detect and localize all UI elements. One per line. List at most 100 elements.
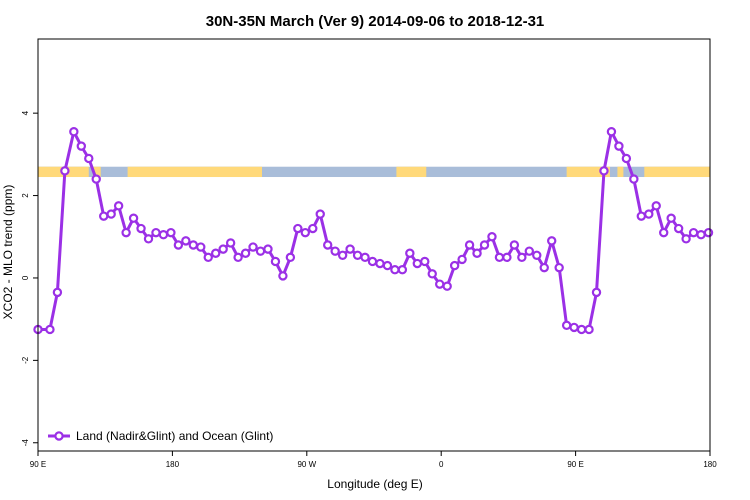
ocean-band	[38, 166, 710, 178]
data-point	[502, 252, 512, 263]
data-point	[569, 322, 579, 333]
data-point	[375, 258, 385, 269]
data-point	[703, 227, 714, 238]
x-tick-label: 90 E	[567, 460, 583, 469]
data-point	[576, 324, 587, 335]
x-axis-label: Longitude (deg E)	[327, 477, 422, 491]
data-point	[285, 252, 296, 263]
x-tick-label: 90 E	[30, 460, 46, 469]
data-point	[464, 240, 475, 250]
data-point	[614, 141, 624, 151]
plot-frame	[37, 38, 711, 452]
data-point	[233, 252, 243, 263]
data-point	[158, 229, 169, 240]
data-point	[60, 166, 70, 176]
data-point	[255, 246, 266, 256]
data-point	[666, 213, 676, 223]
series-layer	[33, 126, 714, 335]
data-point	[52, 287, 63, 298]
data-point	[211, 248, 221, 258]
y-tick-label: 0	[21, 275, 30, 280]
data-point	[420, 256, 430, 267]
data-point	[561, 320, 572, 331]
data-point	[524, 246, 535, 256]
legend-label: Land (Nadir&Glint) and Ocean (Glint)	[76, 429, 273, 443]
data-point	[517, 252, 527, 263]
data-point	[315, 209, 325, 219]
data-point	[405, 248, 415, 258]
data-point	[532, 250, 542, 260]
data-point	[494, 252, 505, 263]
data-point	[225, 238, 236, 248]
land-segment	[566, 166, 610, 178]
data-point	[128, 213, 139, 223]
data-point	[397, 265, 408, 275]
data-point	[539, 262, 549, 273]
data-point	[591, 287, 602, 298]
land-segment	[127, 166, 262, 178]
data-point	[442, 281, 452, 291]
x-tick-label: 90 W	[297, 460, 316, 469]
data-point	[76, 141, 87, 151]
data-point	[181, 236, 191, 246]
land-ocean-band	[38, 166, 710, 178]
data-point	[636, 211, 647, 221]
data-point	[248, 242, 258, 252]
data-point	[300, 227, 311, 238]
data-point	[688, 227, 699, 238]
data-point	[203, 252, 213, 263]
data-point	[479, 240, 490, 250]
data-point	[644, 209, 654, 219]
y-tick-label: -2	[21, 356, 30, 364]
data-point	[360, 252, 370, 263]
legend-marker	[54, 431, 64, 441]
data-point	[121, 227, 131, 238]
x-tick-label: 180	[166, 460, 180, 469]
land-segment	[644, 166, 710, 178]
data-point	[196, 242, 206, 252]
data-point	[659, 227, 669, 238]
data-point	[427, 269, 437, 279]
data-point	[352, 250, 363, 260]
data-point	[472, 248, 482, 258]
chart-title: 30N-35N March (Ver 9) 2014-09-06 to 2018…	[206, 13, 545, 30]
data-point	[367, 256, 378, 267]
land-segment	[396, 166, 427, 178]
x-axis: 90 E 180 90 W 0 90 E 180	[30, 451, 717, 469]
data-point	[173, 240, 184, 250]
data-point	[382, 260, 393, 271]
data-point	[681, 234, 691, 244]
data-point	[606, 126, 617, 137]
data-point	[218, 244, 228, 254]
data-point	[45, 324, 55, 335]
data-point	[621, 153, 632, 164]
y-axis: -4 -2 0 2 4	[21, 110, 38, 446]
data-point	[554, 262, 564, 273]
y-axis-label: XCO2 - MLO trend (ppm)	[1, 185, 15, 320]
data-point	[412, 258, 423, 269]
data-point	[337, 250, 348, 260]
data-point	[84, 153, 94, 164]
data-point	[69, 126, 79, 137]
data-point	[449, 260, 460, 271]
data-point	[673, 223, 684, 234]
data-point	[629, 174, 639, 184]
data-point	[166, 227, 176, 238]
data-point	[547, 236, 557, 246]
x-tick-label: 0	[439, 460, 444, 469]
data-point	[457, 254, 467, 265]
data-point	[136, 223, 146, 234]
x-tick-label: 180	[703, 460, 717, 469]
data-point	[151, 227, 161, 238]
data-point	[487, 232, 497, 242]
data-point	[106, 209, 116, 219]
data-point	[113, 201, 124, 211]
land-segment	[617, 166, 624, 178]
data-point	[278, 271, 288, 281]
data-point	[651, 201, 661, 211]
data-point	[91, 174, 101, 184]
data-point	[99, 211, 109, 221]
data-point	[270, 256, 281, 267]
legend: Land (Nadir&Glint) and Ocean (Glint)	[48, 429, 273, 443]
